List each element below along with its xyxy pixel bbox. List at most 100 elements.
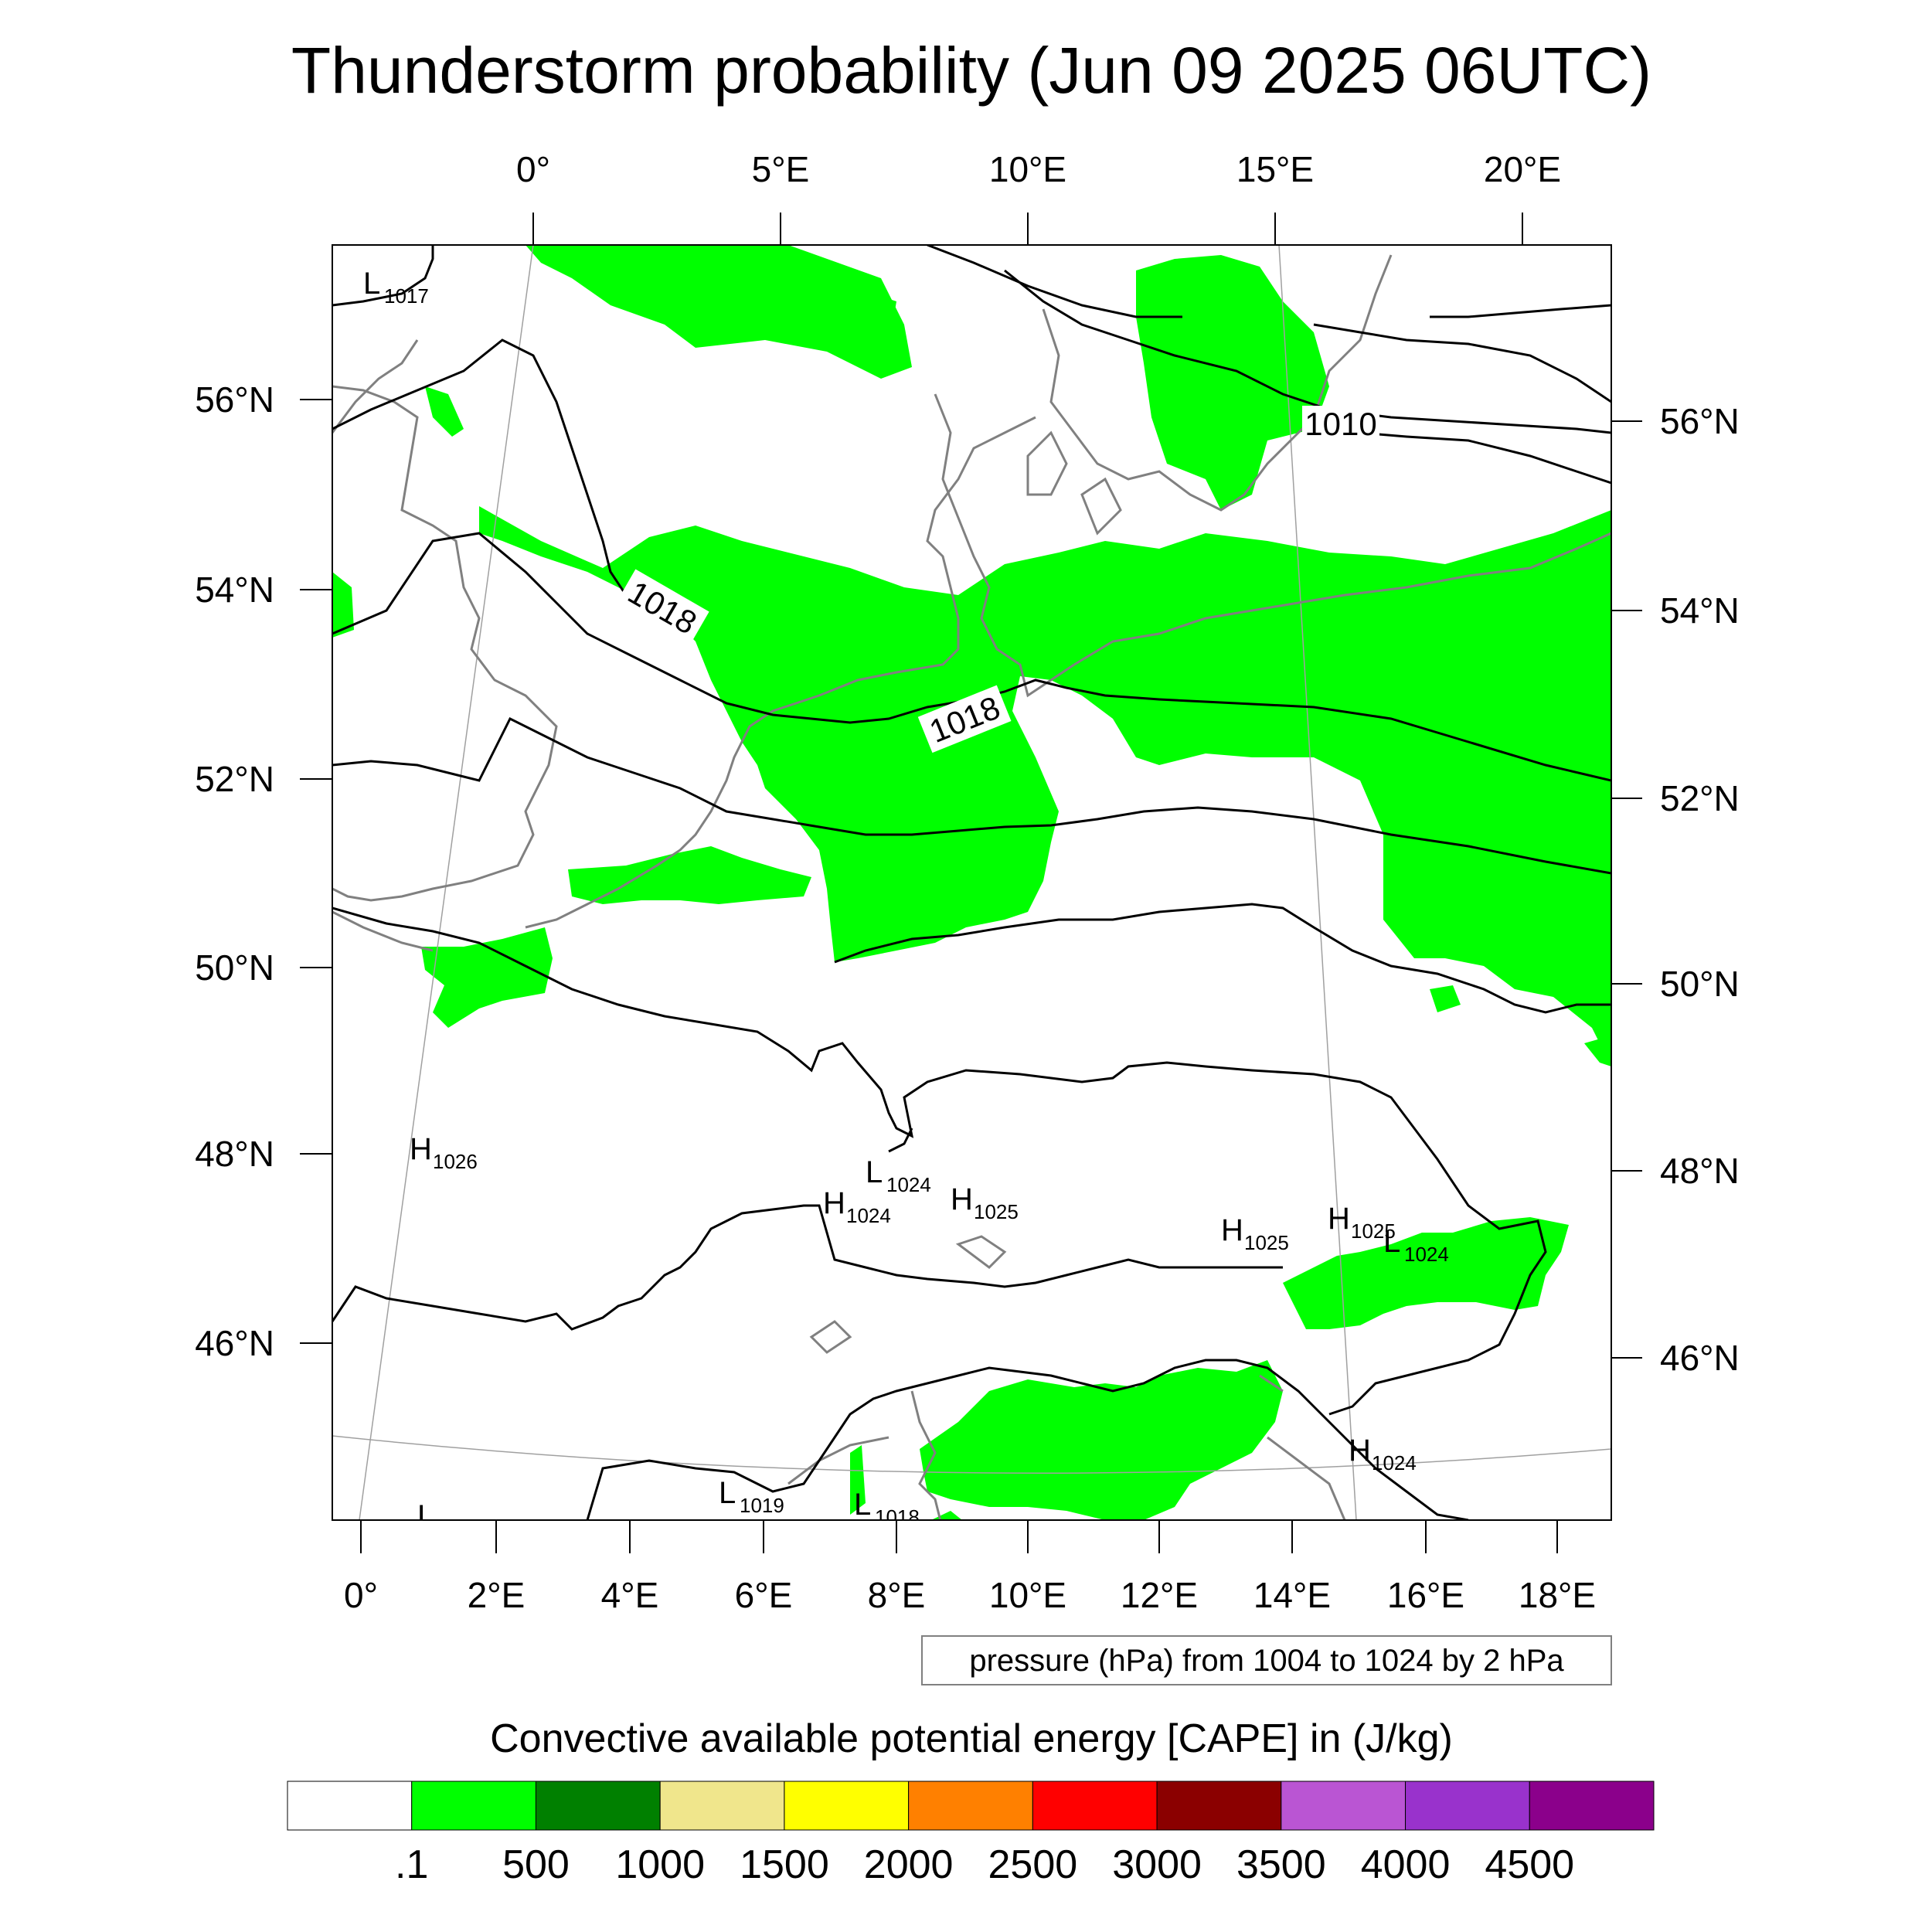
lat-tick-label: 46°N [195,1323,274,1363]
isobar-label: 1010 [1304,406,1376,442]
lat-tick-label: 48°N [195,1134,274,1174]
coast-continent [525,416,1036,1520]
lat-tick-label: 56°N [195,379,274,420]
coast-lakes [809,1235,1007,1354]
colorbar-label: 4500 [1485,1842,1574,1887]
meridian-15e [1278,245,1357,1520]
svg-text:L: L [363,267,380,301]
colorbar-box [1281,1781,1406,1831]
cape-area-small [1430,985,1461,1012]
isobar-line [1004,269,1611,434]
colorbar-box [659,1781,785,1831]
colorbar-labels: .1 500 1000 1500 2000 2500 3000 3500 4000 4500 [395,1842,1574,1887]
isobar-line [1430,304,1611,318]
bottom-lon-labels: 0° 2°E 4°E 6°E 8°E 10°E 12°E 14°E 16°E 1… [344,1575,1596,1615]
coast-baltic-south [1073,532,1611,666]
isobar-line [332,532,1611,782]
colorbar-title: Convective available potential energy [C… [490,1716,1453,1761]
svg-text:1024: 1024 [1372,1451,1417,1475]
svg-text:1024: 1024 [1404,1243,1449,1266]
colorbar-box [411,1781,536,1831]
svg-text:L: L [1383,1225,1400,1259]
isobars [332,245,1611,1520]
cape-area-po-valley [920,1360,1283,1520]
colorbar-label: 2000 [864,1842,954,1887]
pressure-center-low: L 1024 [1383,1225,1449,1266]
cape-area-small [1584,1036,1611,1066]
cape-area-small [873,294,896,325]
bottom-ticks [360,1520,1558,1553]
pressure-center-low: L 1017 [363,267,429,308]
svg-text:L: L [854,1488,871,1522]
svg-text:L: L [417,1499,434,1533]
cape-area-small [425,386,464,437]
colorbar-box [1405,1781,1530,1831]
info-box [921,1635,1612,1685]
lat-tick-label: 52°N [1660,778,1740,818]
svg-text:1025: 1025 [1351,1219,1396,1243]
isobar-line [586,1359,1469,1520]
colorbar-box [784,1781,910,1831]
cape-area-channel [568,846,811,904]
right-lat-labels: 56°N 54°N 52°N 50°N 48°N 46°N [1660,401,1740,1378]
colorbar-box [535,1781,661,1831]
lat-tick-label: 56°N [1660,401,1740,441]
svg-text:1018: 1018 [875,1505,920,1529]
cape-area-sweden-south [1136,255,1329,510]
pressure-center-high: H 1024 [823,1186,891,1227]
coast-italy [787,1374,1346,1520]
lon-tick-label: 2°E [468,1575,526,1615]
isobar-line [927,245,1182,318]
coast-scotland [332,339,419,434]
map-area: 1018 1018 1010 L 1017 H 1026 L 1 [332,245,1611,1533]
pressure-center-high: H 1025 [1221,1213,1289,1254]
svg-text:1025: 1025 [1244,1231,1289,1254]
lat-tick-label: 50°N [195,947,274,988]
isobar-line [1313,323,1611,403]
lon-tick-label: 12°E [1121,1575,1198,1615]
pressure-center-low: L 1022 [417,1499,483,1533]
svg-text:1019: 1019 [740,1494,784,1517]
map-frame [332,244,1612,1521]
lon-tick-label: 5°E [752,149,810,189]
pressure-centers: L 1017 H 1026 L 1024 H 1024 H 1025 H 102… [363,267,1449,1533]
svg-text:H: H [410,1132,432,1166]
lon-tick-label: 6°E [735,1575,793,1615]
colorbar-box [1529,1781,1655,1831]
coast-england-east [332,385,558,902]
svg-text:1024: 1024 [846,1204,891,1227]
pressure-center-high: H 1024 [1349,1434,1417,1475]
svg-text:L: L [866,1155,883,1189]
svg-text:H: H [823,1186,845,1220]
svg-text:1025: 1025 [974,1200,1019,1223]
cape-area-small [931,1511,962,1520]
left-lat-labels: 56°N 54°N 52°N 50°N 48°N 46°N [195,379,274,1363]
top-ticks [532,213,1523,245]
svg-text:1024: 1024 [886,1173,931,1196]
lon-tick-label: 16°E [1387,1575,1464,1615]
colorbar-label: 3500 [1236,1842,1326,1887]
cape-area-north-sea-north [526,245,912,379]
svg-text:H: H [1328,1202,1350,1236]
colorbar-label: 4000 [1361,1842,1451,1887]
isobar-line [332,906,1547,1416]
svg-text:H: H [1221,1213,1243,1247]
coast-denmark-islands [1026,430,1122,536]
lon-tick-label: 10°E [989,1575,1066,1615]
lat-tick-label: 54°N [1660,590,1740,631]
isobar-line [888,1128,913,1153]
isobar-line [332,245,434,307]
colorbar [287,1781,1655,1831]
lon-tick-label: 4°E [601,1575,659,1615]
colorbar-label: 1000 [615,1842,705,1887]
lon-tick-label: 14°E [1253,1575,1331,1615]
colorbar-label: 3000 [1112,1842,1202,1887]
meridian-0 [359,245,534,1520]
lon-tick-label: 0° [344,1575,378,1615]
parallel-45n [332,1435,1611,1474]
lon-tick-label: 0° [516,149,550,189]
pressure-center-high: H 1025 [951,1182,1019,1223]
svg-text:1026: 1026 [433,1150,478,1173]
colorbar-box [1156,1781,1282,1831]
lon-tick-label: 15°E [1236,149,1314,189]
